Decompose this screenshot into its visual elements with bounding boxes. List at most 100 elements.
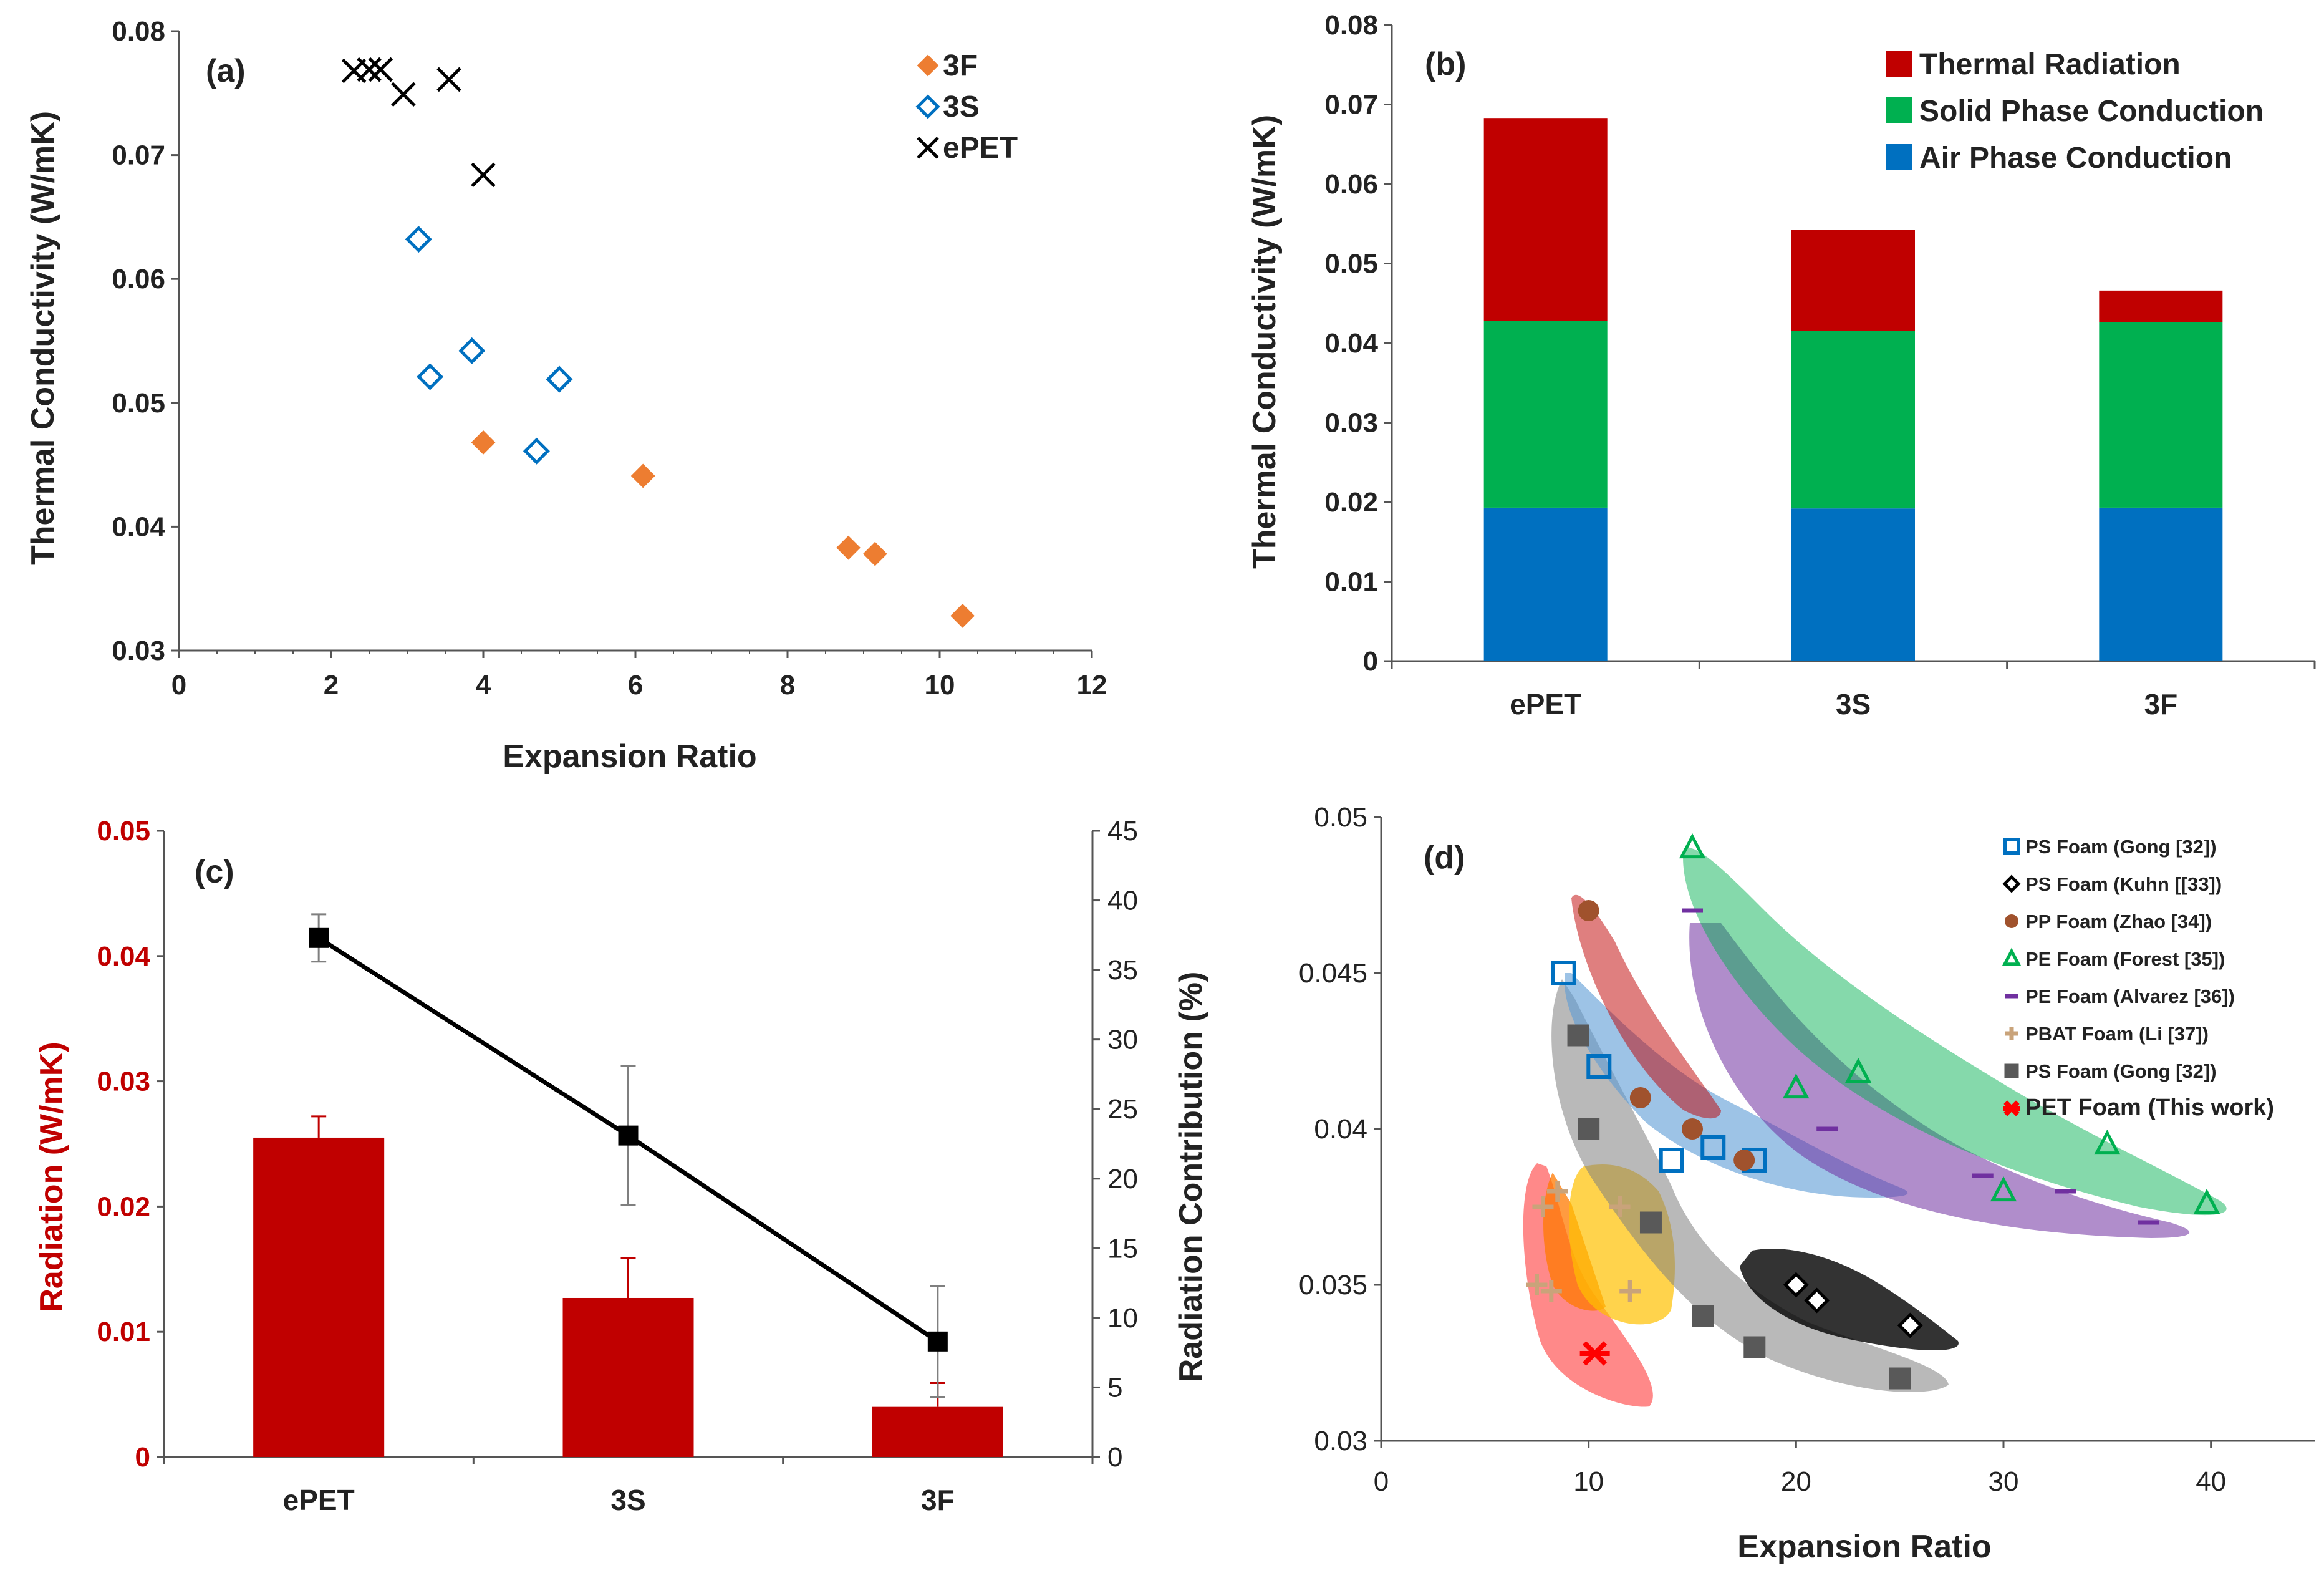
panel-a-title: (a) [206, 53, 246, 89]
panel-d-point-series-2 [1629, 1087, 1651, 1108]
panel-d-xtick-label: 20 [1781, 1466, 1811, 1497]
panel-b-legend-swatch [1886, 144, 1912, 170]
panel-a-ylabel: Thermal Conductivity (W/mK) [25, 111, 61, 565]
panel-d-point-series-2 [1733, 1150, 1755, 1171]
panel-a-point-3s [546, 365, 573, 393]
region-pe-alvarez [1689, 923, 2190, 1238]
panel-d-point-series-6 [1743, 1336, 1766, 1358]
panel-d-point-series-3 [2094, 1129, 2121, 1155]
panel-b-category-label: 3F [2144, 688, 2177, 720]
panel-b-bar-3f-thermal-radiation [2099, 290, 2223, 322]
panel-d-point-series-0 [1700, 1135, 1726, 1160]
panel-d-point-series-1 [1804, 1287, 1830, 1314]
panel-a-xtick-label: 10 [925, 670, 955, 700]
panel-b-ytick-label: 0.02 [1324, 487, 1378, 518]
panel-b-bar-epet-solid-phase-conduction [1483, 321, 1608, 508]
panel-c-category-label: ePET [283, 1484, 355, 1516]
panel-d-legend-label: PS Foam (Kuhn [[33]) [2025, 873, 2222, 895]
panel-d-legend-label: PS Foam (Gong [32]) [2025, 1060, 2217, 1082]
panel-a-xtick-label: 2 [324, 670, 339, 700]
panel-b-bar-3s-thermal-radiation [1791, 230, 1915, 331]
panel-a-ytick-label: 0.03 [112, 636, 165, 666]
panel-b-axes: 0 0.01 0.02 0.03 0.04 0.05 0.06 0.07 0.08 ePET 3S 3… [1324, 10, 2316, 720]
panel-d-point-series-5 [1532, 1196, 1554, 1217]
panel-d-point-series-3 [2193, 1188, 2220, 1214]
panel-b-ytick-label: 0.01 [1324, 567, 1378, 598]
panel-a-point-3s [417, 363, 444, 390]
panel-c-bar-3s [562, 1297, 694, 1457]
panel-d-ytick-label: 0.05 [1314, 802, 1367, 833]
panel-b-bar-3f-solid-phase-conduction [2099, 322, 2223, 508]
panel-d-legend-label: PS Foam (Gong [32]) [2025, 836, 2217, 858]
region-pe-forest [1683, 847, 2227, 1216]
panel-d-regions [1523, 847, 2227, 1407]
panel-c-line-point [927, 1331, 948, 1352]
panel-b-ytick-label: 0.05 [1324, 249, 1378, 279]
panel-a-legend-marker-3f [917, 54, 939, 77]
panel-a-ytick-label: 0.05 [112, 388, 165, 419]
panel-d-point-series-3 [1783, 1073, 1810, 1099]
panel-d-xtick-label: 40 [2196, 1466, 2226, 1497]
panel-a-ytick-label: 0.06 [112, 264, 165, 294]
panel-c-y2tick-label: 5 [1107, 1372, 1122, 1403]
panel-c-title: (c) [195, 854, 234, 890]
panel-d-legend-label: PE Foam (Alvarez [36]) [2025, 985, 2235, 1007]
panel-d-ytick-label: 0.035 [1299, 1270, 1367, 1300]
panel-c-y2label: Radiation Contribution (%) [1173, 972, 1209, 1383]
panel-d-legend-marker [2002, 874, 2021, 893]
panel-d-ytick-label: 0.04 [1314, 1114, 1367, 1145]
panel-a-point-3f [950, 603, 975, 628]
panel-c-axes: 0 0.01 0.02 0.03 0.04 0.05 0 5 10 15 20 25 30 35 40 45 e… [97, 816, 1138, 1516]
panel-c-line-point [618, 1125, 639, 1146]
panel-d-legend-label: PE Foam (Forest [35]) [2025, 948, 2225, 970]
panel-b-bar-3f-air-phase-conduction [2099, 507, 2223, 661]
panel-a-point-epet [471, 162, 496, 188]
panel-c-bar-3f [872, 1406, 1003, 1457]
panel-a-point-3f [862, 541, 887, 566]
panel-a-point-3f [630, 463, 655, 488]
panel-d-point-series-5 [1619, 1280, 1641, 1302]
panel-b-legend-swatch [1886, 51, 1912, 77]
panel-c-ytick-label: 0.01 [97, 1317, 150, 1347]
panel-c-y2tick-label: 25 [1107, 1094, 1138, 1125]
panel-c-line-point [309, 927, 329, 948]
panel-d-point-series-6 [1567, 1024, 1589, 1047]
panel-d-point-series-5 [1540, 1280, 1562, 1302]
panel-a-point-3s [523, 437, 550, 465]
panel-a-ytick-label: 0.04 [112, 511, 165, 542]
panel-c-ytick-label: 0.02 [97, 1191, 150, 1222]
panel-c-ytick-label: 0.03 [97, 1067, 150, 1097]
panel-b-bar-epet-air-phase-conduction [1483, 507, 1608, 661]
panel-d-point-series-5 [1526, 1274, 1548, 1295]
panel-c-ytick-label: 0.05 [97, 816, 150, 846]
region-ps-blue [1564, 973, 1908, 1198]
panel-b-ytick-label: 0.04 [1324, 328, 1378, 359]
panel-c-y2tick-label: 15 [1107, 1233, 1138, 1264]
panel-a-point-3f [836, 535, 861, 560]
panel-a-point-epet [368, 57, 393, 82]
panel-c-ytick-label: 0.04 [97, 941, 150, 972]
panel-d-axes: 0 10 20 30 40 0.03 0.035 0.04 0.045 0.05 [1299, 802, 2315, 1497]
panel-a-point-epet [391, 82, 416, 107]
panel-c-y2tick-label: 35 [1107, 955, 1138, 985]
panel-b-category-label: 3S [1836, 688, 1871, 720]
panel-a-legend-marker-3s [915, 94, 940, 119]
panel-c-category-label: 3F [921, 1484, 955, 1516]
panel-d-point-series-5 [1609, 1196, 1631, 1217]
panel-d-legend-marker [2005, 914, 2018, 928]
panel-a-xtick-label: 8 [780, 670, 795, 700]
panel-d-point-series-0 [1586, 1054, 1612, 1079]
panel-c-y2tick-label: 10 [1107, 1303, 1138, 1334]
panel-b-ytick-label: 0.06 [1324, 169, 1378, 200]
panel-d-point-series-6 [1639, 1211, 1662, 1234]
panel-a-xlabel: Expansion Ratio [503, 738, 756, 775]
panel-a-ytick-label: 0.07 [112, 140, 165, 171]
panel-c-y2tick-label: 45 [1107, 816, 1138, 846]
panel-d-point-series-6 [1692, 1305, 1714, 1327]
panel-d-point-series-1 [1897, 1312, 1923, 1338]
panel-b-legend-label: Air Phase Conduction [1919, 142, 2232, 175]
panel-c-ylabel: Radiation (W/mK) [34, 1042, 70, 1312]
region-pp-red [1571, 894, 1721, 1119]
